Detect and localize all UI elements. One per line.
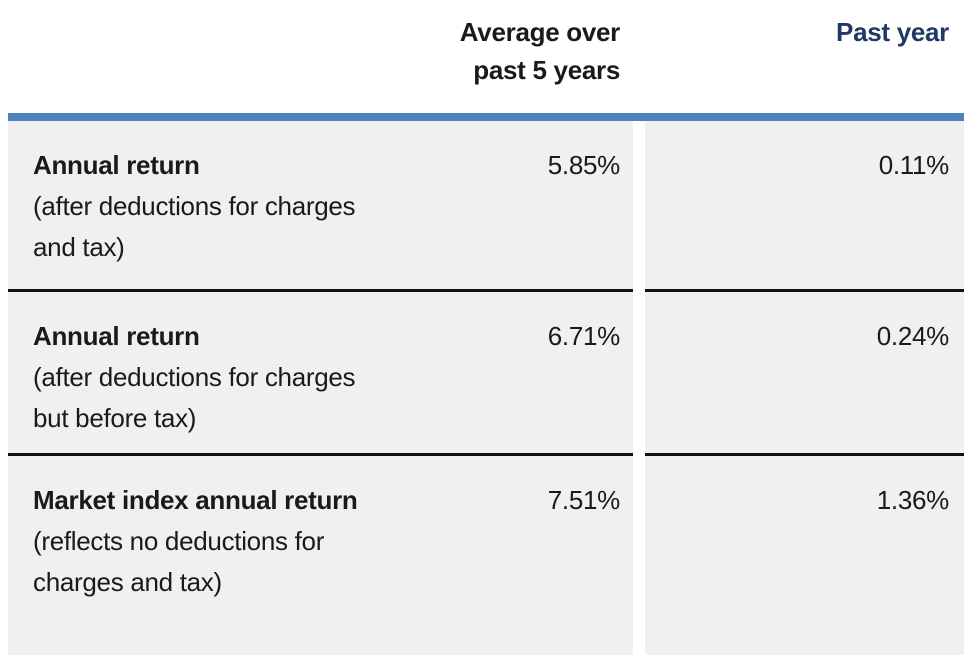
table-row-market-index-past-year: 1.36% [645, 453, 964, 655]
table-header-row: Average over past 5 years Past year [8, 0, 964, 113]
table-row-annual-return-before-tax-label: Annual return (after deductions for char… [8, 289, 633, 453]
avg-5yr-value: 6.71% [547, 321, 621, 351]
header-cell-past-year: Past year [645, 13, 964, 113]
row-label: Market index annual return (reflects no … [33, 480, 363, 603]
row-note: (reflects no deductions for charges and … [33, 526, 325, 597]
row-note: (after deductions for charges but before… [33, 362, 356, 433]
past-year-value: 0.24% [876, 321, 950, 351]
table-row-annual-return-before-tax-past-year: 0.24% [645, 289, 964, 453]
avg-5yr-value: 7.51% [547, 485, 621, 515]
row-label: Annual return (after deductions for char… [33, 316, 363, 439]
table-row-market-index-label: Market index annual return (reflects no … [8, 453, 633, 655]
past-year-value: 1.36% [876, 485, 950, 515]
past-year-value: 0.11% [878, 150, 950, 180]
header-average-over-past-5-years: Average over past 5 years [459, 17, 621, 85]
table-row-annual-return-after-tax-past-year: 0.11% [645, 121, 964, 289]
header-cell-average: Average over past 5 years [8, 13, 633, 113]
row-title: Market index annual return [33, 485, 358, 515]
table-body: Annual return (after deductions for char… [8, 121, 964, 655]
avg-5yr-value: 5.85% [547, 150, 621, 180]
header-accent-rule [8, 113, 964, 121]
row-title: Annual return [33, 150, 200, 180]
row-title: Annual return [33, 321, 200, 351]
header-past-year: Past year [836, 17, 949, 47]
fund-returns-table: Average over past 5 years Past year Annu… [8, 0, 964, 655]
row-label: Annual return (after deductions for char… [33, 145, 363, 268]
table-row-annual-return-after-tax-label: Annual return (after deductions for char… [8, 121, 633, 289]
row-note: (after deductions for charges and tax) [33, 191, 356, 262]
